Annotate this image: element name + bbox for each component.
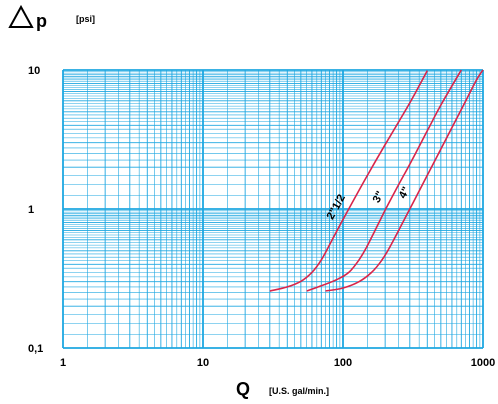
series <box>269 69 484 292</box>
series-line <box>325 69 484 292</box>
x-tick-label: 100 <box>334 357 352 369</box>
delta-icon <box>8 4 34 28</box>
tick-labels: 1 10 100 1000 0,1 1 10 <box>28 65 495 369</box>
x-symbol: Q <box>236 379 250 399</box>
x-tick-label: 1 <box>60 357 66 369</box>
series-line <box>269 70 429 292</box>
series-label: 4" <box>397 185 413 201</box>
series-line <box>306 69 462 292</box>
y-tick-label: 0,1 <box>28 343 43 355</box>
y-symbol: p <box>36 11 47 31</box>
y-unit: [psi] <box>76 14 95 24</box>
y-tick-label: 1 <box>28 204 34 216</box>
y-tick-label: 10 <box>28 65 40 77</box>
grid <box>62 69 484 349</box>
x-unit: [U.S. gal/min.] <box>269 386 329 396</box>
series-label: 3" <box>371 189 387 205</box>
x-tick-label: 1000 <box>471 357 495 369</box>
x-tick-label: 10 <box>197 357 209 369</box>
